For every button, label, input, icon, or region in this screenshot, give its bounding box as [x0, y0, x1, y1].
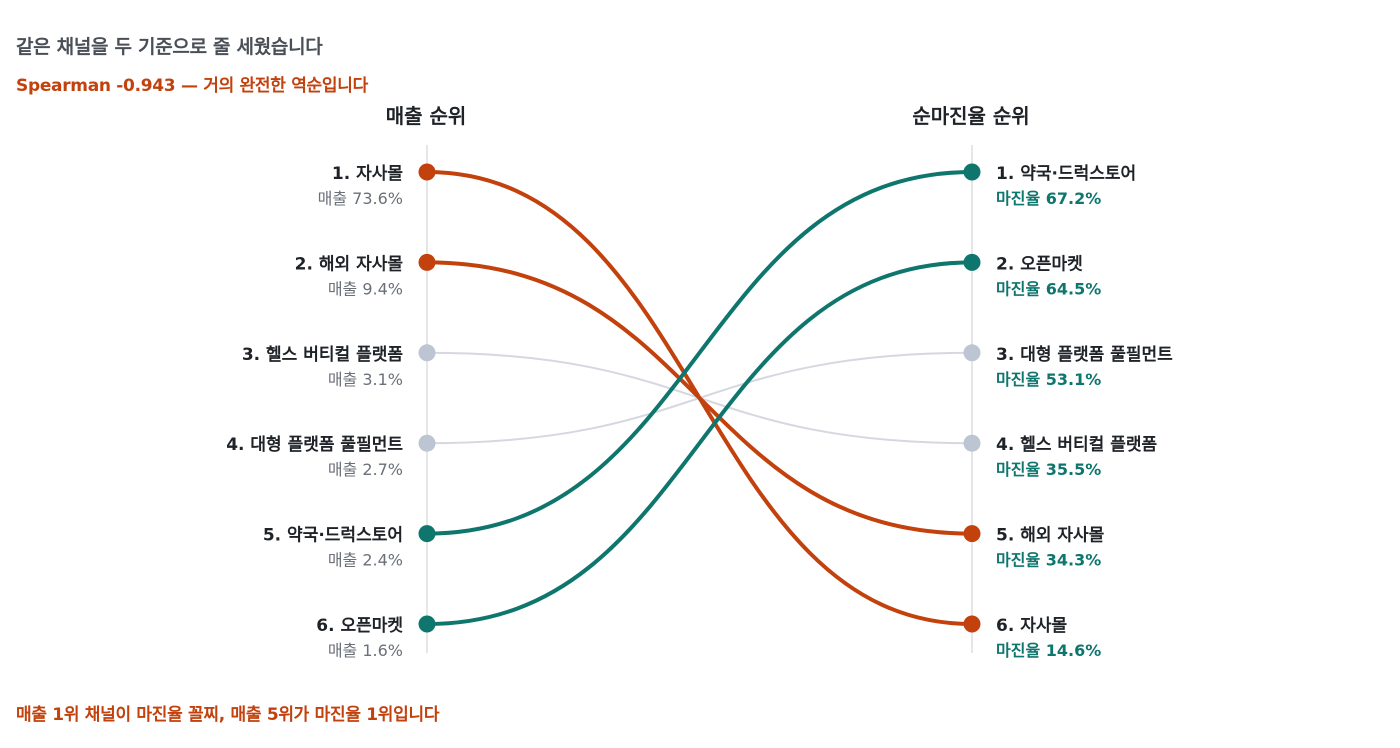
right-dot-5 [963, 525, 981, 543]
right-dot-2 [963, 253, 981, 271]
right-rank-label-5: 5. 해외 자사몰 [996, 526, 1105, 546]
chart-title: 같은 채널을 두 기준으로 줄 세웠습니다 [16, 36, 323, 58]
right-rank-value-6: 마진율 14.6% [996, 641, 1101, 660]
right-axis-title: 순마진율 순위 [912, 104, 1029, 128]
right-rank-value-1: 마진율 67.2% [996, 189, 1101, 208]
right-dot-6 [963, 615, 981, 633]
series-line-6 [425, 260, 974, 626]
right-dot-1 [963, 163, 981, 181]
left-dot-1 [418, 163, 436, 181]
left-rank-value-6: 매출 1.6% [328, 641, 403, 660]
right-dot-4 [963, 434, 981, 452]
left-rank-label-5: 5. 약국·드럭스토어 [263, 525, 403, 546]
right-rank-value-5: 마진율 34.3% [996, 551, 1101, 570]
left-dot-4 [418, 434, 436, 452]
left-dot-6 [418, 615, 436, 633]
right-rank-value-4: 마진율 35.5% [996, 460, 1101, 479]
left-dot-2 [418, 253, 436, 271]
right-rank-label-4: 4. 헬스 버티컬 플랫폼 [996, 435, 1158, 455]
left-rank-label-4: 4. 대형 플랫폼 풀필먼트 [226, 434, 403, 455]
series-line-2 [425, 260, 974, 536]
left-rank-value-5: 매출 2.4% [328, 551, 403, 570]
right-rank-label-3: 3. 대형 플랫폼 풀필먼트 [996, 344, 1173, 365]
right-rank-value-2: 마진율 64.5% [996, 279, 1101, 298]
right-rank-label-6: 6. 자사몰 [996, 616, 1067, 636]
left-rank-value-3: 매출 3.1% [328, 370, 403, 389]
left-dot-5 [418, 525, 436, 543]
right-dot-3 [963, 344, 981, 362]
chart-subtitle: Spearman -0.943 — 거의 완전한 역순입니다 [16, 76, 368, 96]
right-rank-value-3: 마진율 53.1% [996, 370, 1101, 389]
highlight-series-lines [425, 170, 974, 626]
left-rank-label-1: 1. 자사몰 [332, 164, 403, 184]
series-line-5 [425, 170, 974, 536]
left-rank-value-2: 매출 9.4% [328, 279, 403, 298]
left-rank-label-3: 3. 헬스 버티컬 플랫폼 [242, 345, 404, 365]
left-axis-title: 매출 순위 [386, 104, 467, 128]
rank-dots [418, 163, 981, 633]
chart-footnote: 매출 1위 채널이 마진율 꼴찌, 매출 5위가 마진율 1위입니다 [16, 705, 440, 725]
right-rank-label-2: 2. 오픈마켓 [996, 254, 1083, 274]
right-rank-label-1: 1. 약국·드럭스토어 [996, 163, 1136, 184]
left-dot-3 [418, 344, 436, 362]
left-rank-label-6: 6. 오픈마켓 [316, 616, 403, 636]
left-rank-value-4: 매출 2.7% [328, 460, 403, 479]
left-rank-value-1: 매출 73.6% [318, 189, 403, 208]
left-rank-label-2: 2. 해외 자사몰 [295, 254, 404, 274]
